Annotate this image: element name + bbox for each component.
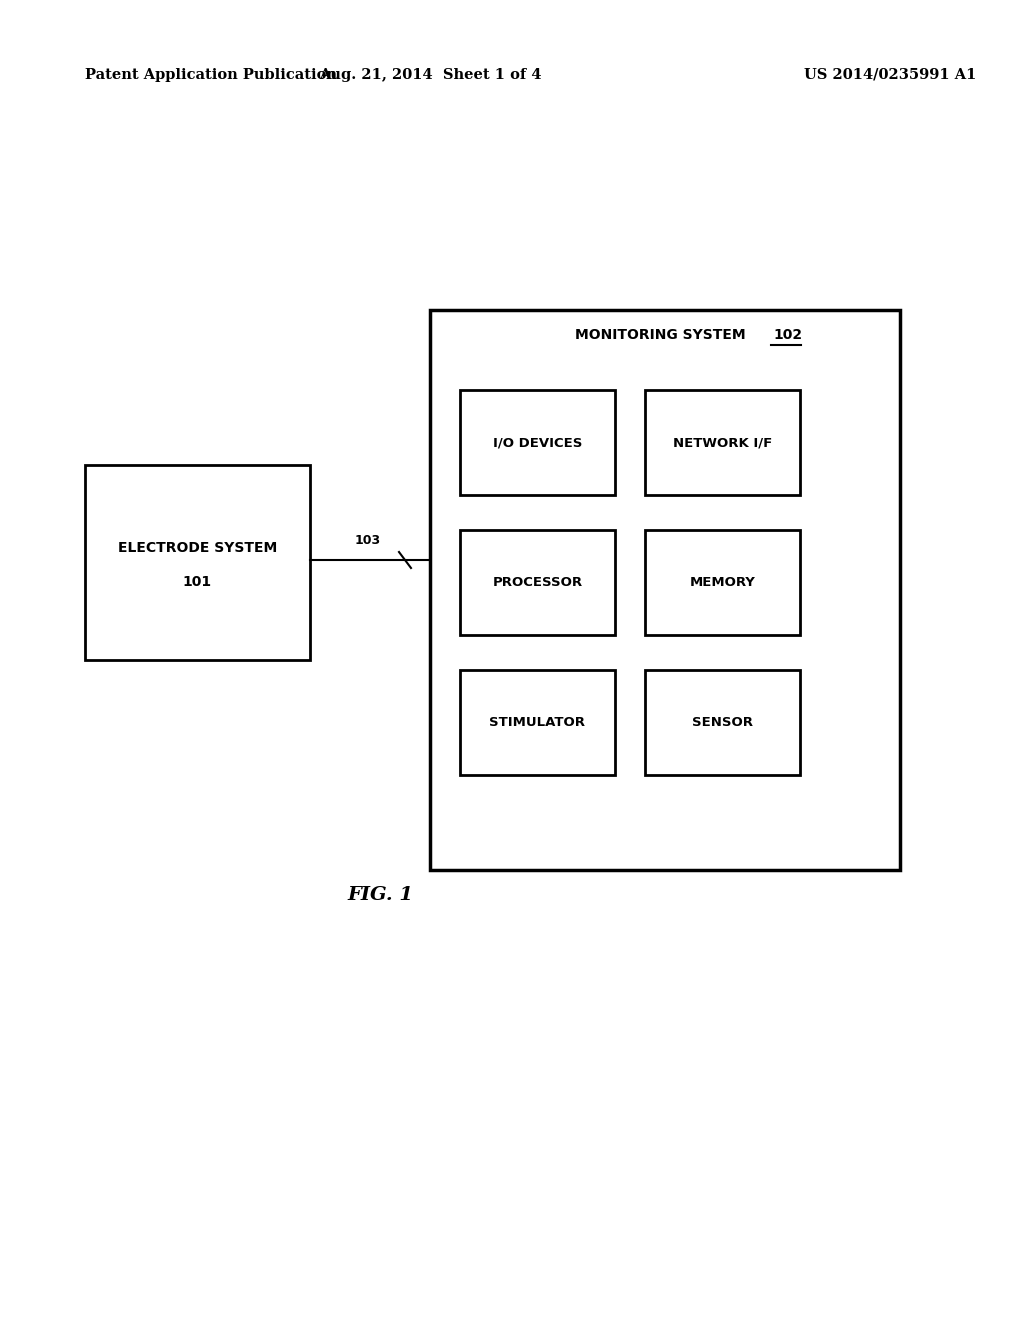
Text: US 2014/0235991 A1: US 2014/0235991 A1	[804, 69, 976, 82]
Text: I/O DEVICES: I/O DEVICES	[493, 436, 583, 449]
Text: ELECTRODE SYSTEM: ELECTRODE SYSTEM	[118, 540, 278, 554]
Text: FIG. 1: FIG. 1	[347, 886, 413, 904]
Text: 102: 102	[773, 327, 802, 342]
Bar	[645, 671, 800, 775]
Text: MONITORING SYSTEM: MONITORING SYSTEM	[574, 327, 745, 342]
Text: PROCESSOR: PROCESSOR	[493, 576, 583, 589]
Bar	[645, 389, 800, 495]
Bar	[460, 531, 615, 635]
Text: NETWORK I/F: NETWORK I/F	[673, 436, 772, 449]
Text: SENSOR: SENSOR	[692, 715, 753, 729]
Bar	[430, 310, 900, 870]
Text: STIMULATOR: STIMULATOR	[489, 715, 586, 729]
Text: 101: 101	[183, 576, 212, 590]
Bar	[85, 465, 310, 660]
Text: Aug. 21, 2014  Sheet 1 of 4: Aug. 21, 2014 Sheet 1 of 4	[318, 69, 542, 82]
Text: MEMORY: MEMORY	[689, 576, 756, 589]
Text: 103: 103	[355, 535, 381, 546]
Bar	[460, 671, 615, 775]
Bar	[460, 389, 615, 495]
Bar	[645, 531, 800, 635]
Text: Patent Application Publication: Patent Application Publication	[85, 69, 337, 82]
